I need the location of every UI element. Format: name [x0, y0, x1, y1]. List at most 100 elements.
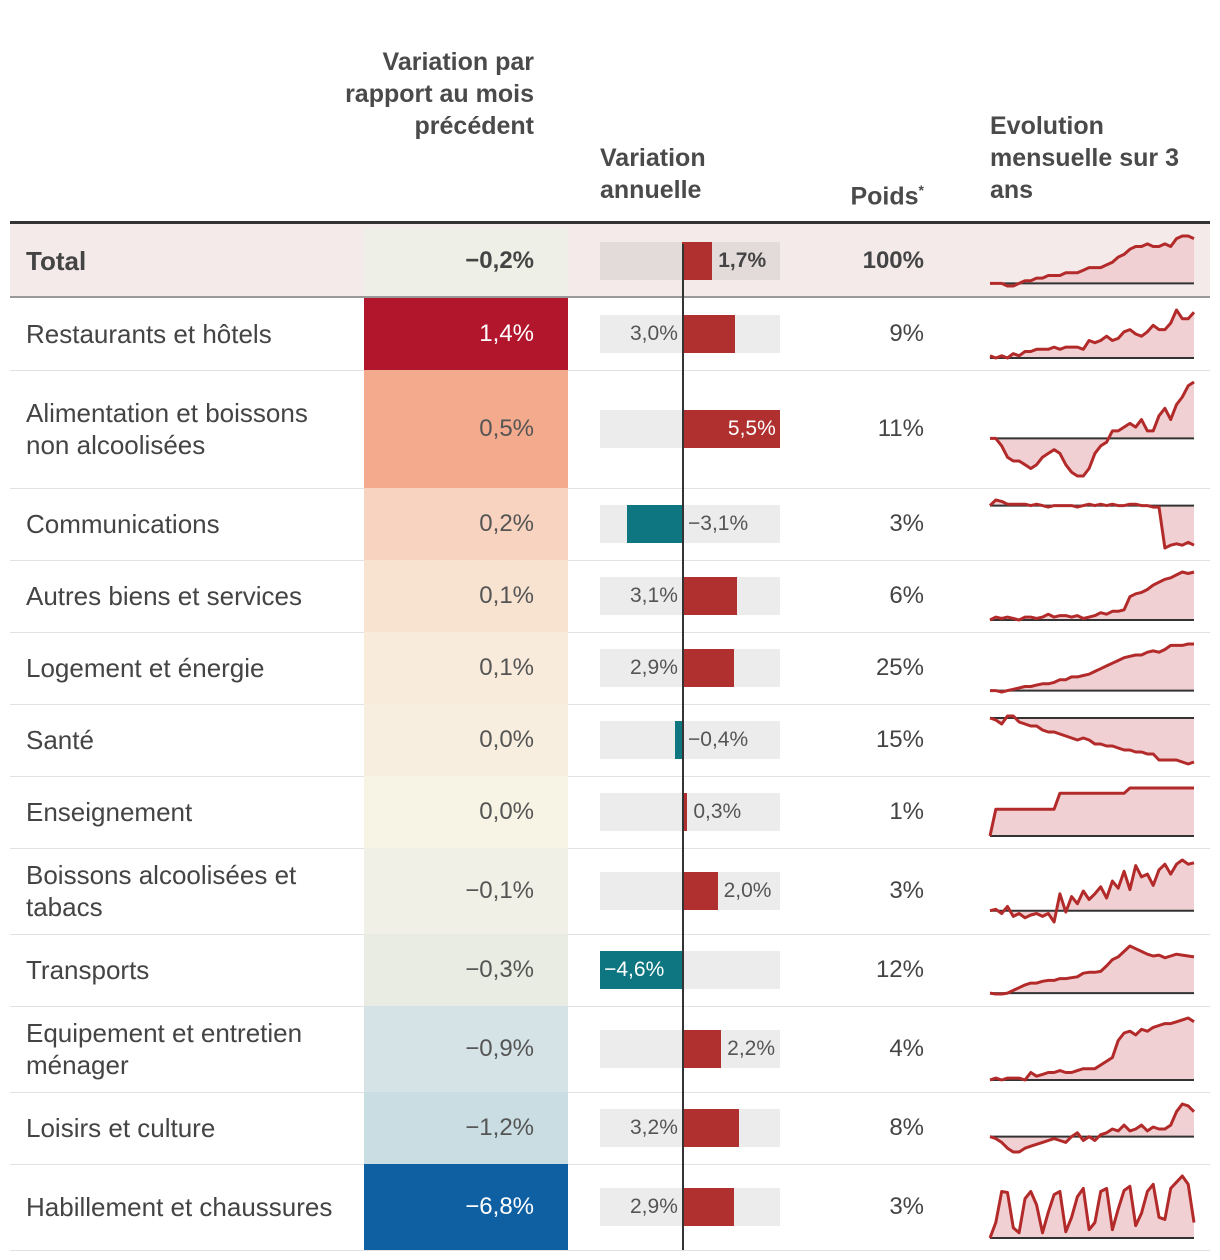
mom-heat-cell — [364, 934, 568, 1006]
category-label: Santé — [26, 725, 94, 755]
mom-value: 0,0% — [479, 726, 534, 753]
annual-bar — [682, 410, 780, 448]
row-separator — [10, 1006, 1210, 1007]
category-label: Autres biens et services — [26, 581, 303, 611]
annual-value: 2,2% — [727, 1037, 776, 1060]
category-label: Transports — [26, 955, 150, 985]
weight-value: 3% — [889, 510, 924, 537]
annual-value: 5,5% — [727, 417, 776, 440]
sparkline-area — [990, 1176, 1194, 1238]
mom-value: 0,1% — [479, 582, 534, 609]
row-separator — [10, 1092, 1210, 1093]
sparkline — [989, 1102, 1196, 1154]
sparkline-line — [989, 570, 1195, 622]
mom-heat-cell — [364, 1092, 568, 1164]
sparkline-area — [990, 1104, 1194, 1152]
annual-bar — [600, 951, 682, 989]
sparkline-line — [989, 1102, 1196, 1154]
sparkline — [989, 308, 1196, 360]
row-separator — [10, 1164, 1210, 1165]
sparkline — [989, 944, 1195, 996]
annual-zero-axis — [682, 244, 684, 1250]
header-mom: Variation par rapport au mois précédent — [345, 48, 534, 140]
sparkline — [990, 380, 1195, 478]
header-weight-label: Poids — [850, 182, 919, 211]
category-label: Habillement et chaussures — [26, 1192, 333, 1222]
weight-value: 100% — [862, 247, 924, 274]
annual-bar-track — [600, 793, 780, 831]
weight-value: 12% — [875, 956, 924, 983]
weight-value: 6% — [889, 582, 924, 609]
sparkline-line — [990, 234, 1195, 288]
row-separator — [10, 934, 1210, 935]
category-label: Restaurants et hôtels — [26, 319, 272, 349]
mom-heat-cell — [364, 488, 568, 560]
sparkline-line — [988, 498, 1195, 550]
sparkline — [989, 858, 1195, 924]
mom-value: 0,1% — [479, 654, 534, 681]
sparkline — [989, 1016, 1195, 1082]
weight-value: 25% — [875, 654, 924, 681]
annual-bar — [682, 577, 738, 615]
weight-value: 8% — [889, 1114, 924, 1141]
sparkline-area — [990, 382, 1194, 476]
annual-value: −3,1% — [688, 512, 749, 535]
sparkline — [989, 714, 1195, 766]
category-label: Total — [26, 246, 87, 276]
weight-value: 4% — [889, 1035, 924, 1062]
category-label: Logement et énergie — [26, 653, 265, 683]
annual-bar — [682, 242, 713, 280]
annual-bar — [682, 315, 736, 353]
header-evolution: Evolution mensuelle sur 3 ans — [990, 112, 1179, 204]
annual-bar — [626, 505, 682, 543]
row-separator — [10, 632, 1210, 633]
mom-value: −0,9% — [465, 1035, 534, 1062]
mom-value: 0,5% — [479, 415, 534, 442]
weight-value: 15% — [875, 726, 924, 753]
sparkline — [988, 498, 1195, 550]
annual-value: −4,6% — [604, 958, 665, 981]
weight-value: 3% — [889, 1193, 924, 1220]
sparkline-area — [990, 860, 1194, 922]
sparkline-area — [990, 1018, 1194, 1080]
weight-value: 3% — [889, 877, 924, 904]
annual-bar — [682, 1188, 734, 1226]
mom-heat-cell — [364, 632, 568, 704]
mom-heat-cell — [364, 228, 568, 296]
mom-heat-cell — [364, 1006, 568, 1092]
header-annual: Variation annuelle — [600, 144, 706, 204]
mom-value: −0,3% — [465, 956, 534, 983]
sparkline — [990, 642, 1194, 694]
sparkline — [988, 786, 1194, 837]
sparkline-area — [990, 644, 1194, 692]
row-separator — [10, 296, 1210, 298]
annual-value: 2,0% — [723, 879, 772, 902]
mom-value: −1,2% — [465, 1114, 534, 1141]
sparkline-line — [989, 858, 1195, 924]
sparkline-line — [989, 944, 1195, 996]
row-separator — [10, 776, 1210, 777]
sparkline-line — [988, 786, 1194, 837]
row-separator — [10, 560, 1210, 561]
mom-heat-cell — [364, 370, 568, 488]
sparkline-line — [990, 380, 1195, 478]
mom-value: 1,4% — [479, 320, 534, 347]
mom-heat-cell — [364, 776, 568, 848]
annual-bar — [674, 721, 682, 759]
category-label: Loisirs et culture — [26, 1113, 216, 1143]
sparkline-line — [988, 1174, 1196, 1239]
mom-value: 0,2% — [479, 510, 534, 537]
sparkline-area — [990, 788, 1194, 836]
mom-value: 0,0% — [479, 798, 534, 825]
category-label: Alimentation et boissons non alcoolisées — [26, 398, 308, 460]
mom-heat-cell — [364, 704, 568, 776]
annual-value: 2,9% — [630, 656, 678, 679]
annual-value: 3,2% — [630, 1116, 678, 1139]
sparkline-area — [990, 572, 1194, 620]
sparkline — [988, 1174, 1196, 1239]
annual-bar — [682, 1109, 739, 1147]
header-rule — [10, 221, 1210, 224]
annual-bar — [682, 1030, 722, 1068]
sparkline-area — [990, 310, 1194, 358]
mom-heat-cell — [364, 560, 568, 632]
